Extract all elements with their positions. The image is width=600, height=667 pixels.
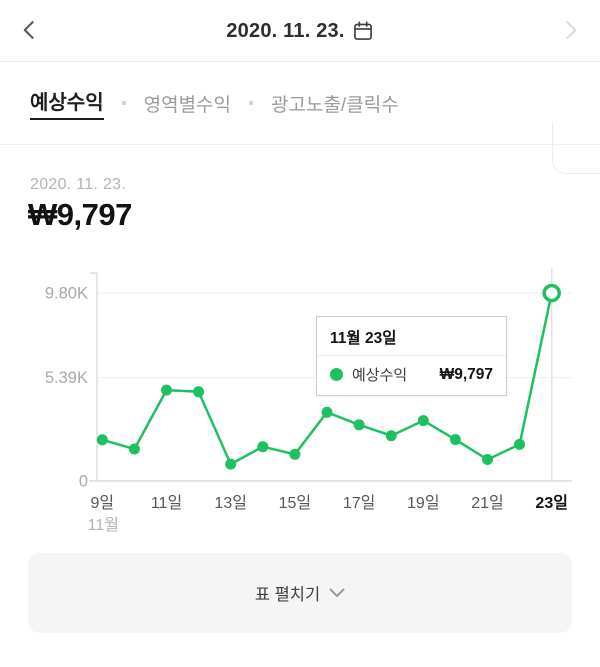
data-point[interactable] <box>514 438 526 450</box>
tooltip-series-label: 예상수익 <box>352 367 408 384</box>
data-point[interactable] <box>161 384 172 396</box>
data-point[interactable] <box>482 454 493 465</box>
next-date-button[interactable] <box>554 15 586 47</box>
x-tick-label: 15일 <box>279 494 312 512</box>
x-tick-label: 23일 <box>535 494 568 512</box>
x-tick-label: 11일 <box>151 494 182 512</box>
expand-table-button[interactable]: 표 펼치기 <box>28 553 572 633</box>
data-point[interactable] <box>128 443 140 455</box>
tab-revenue-by-area[interactable]: 영역별수익 <box>144 90 231 117</box>
summary-date: 2020. 11. 23. <box>30 176 127 193</box>
popup-corner-remnant <box>552 122 600 174</box>
green-series-dot-icon <box>330 368 343 381</box>
prev-date-button[interactable] <box>14 15 46 47</box>
tooltip-divider <box>317 355 506 356</box>
data-point[interactable] <box>289 448 301 460</box>
data-point[interactable] <box>96 434 108 446</box>
report-tabs: 예상수익 영역별수익 광고노출/클릭수 <box>0 62 600 145</box>
chevron-left-icon <box>16 16 44 47</box>
tab-separator-dot <box>249 101 254 105</box>
data-point[interactable] <box>225 458 237 470</box>
expand-table-label: 표 펼치기 <box>254 586 321 604</box>
chart-canvas[interactable]: 0 5.39K 9.80K 9일 11일 13일 15일 17일 19일 21일 23일 11월 <box>0 255 600 540</box>
x-tick-label: 9일 <box>90 494 114 512</box>
revenue-chart-area: 0 5.39K 9.80K 9일 11일 13일 15일 17일 19일 21일 23일 11월 <box>0 255 600 540</box>
tab-ad-impressions-clicks[interactable]: 광고노출/클릭수 <box>271 90 399 117</box>
month-label: 11월 <box>88 516 119 534</box>
x-tick-label: 13일 <box>214 494 247 512</box>
summary-amount: ₩9,797 <box>28 197 132 232</box>
calendar-icon <box>352 20 374 42</box>
data-point[interactable] <box>385 430 397 442</box>
y-tick-label: 0 <box>79 473 88 491</box>
data-point[interactable] <box>321 406 333 418</box>
tooltip-title: 11월 23일 <box>330 330 397 347</box>
y-tick-label: 5.39K <box>45 369 88 387</box>
tab-expected-revenue[interactable]: 예상수익 <box>30 86 104 120</box>
header-date-title: 2020. 11. 23. <box>226 19 345 42</box>
data-point[interactable] <box>257 441 269 453</box>
x-tick-label: 21일 <box>471 494 504 512</box>
date-picker[interactable]: 2020. 11. 23. <box>0 0 600 62</box>
data-point[interactable] <box>449 434 461 446</box>
date-nav-header: 2020. 11. 23. <box>0 0 600 62</box>
chevron-right-icon <box>556 16 584 47</box>
data-point[interactable] <box>353 419 365 431</box>
data-point[interactable] <box>193 386 205 398</box>
chevron-down-icon <box>329 588 345 598</box>
chart-tooltip: 11월 23일 예상수익 ₩9,797 <box>316 316 507 396</box>
data-point[interactable] <box>417 415 429 427</box>
y-tick-label: 9.80K <box>45 285 88 303</box>
x-tick-label: 17일 <box>343 494 376 512</box>
tooltip-series-row: 예상수익 ₩9,797 <box>317 356 506 395</box>
current-point-ring[interactable] <box>542 283 561 303</box>
x-tick-label: 19일 <box>407 494 440 512</box>
tab-separator-dot <box>121 101 126 105</box>
tooltip-series-value: ₩9,797 <box>439 365 493 383</box>
